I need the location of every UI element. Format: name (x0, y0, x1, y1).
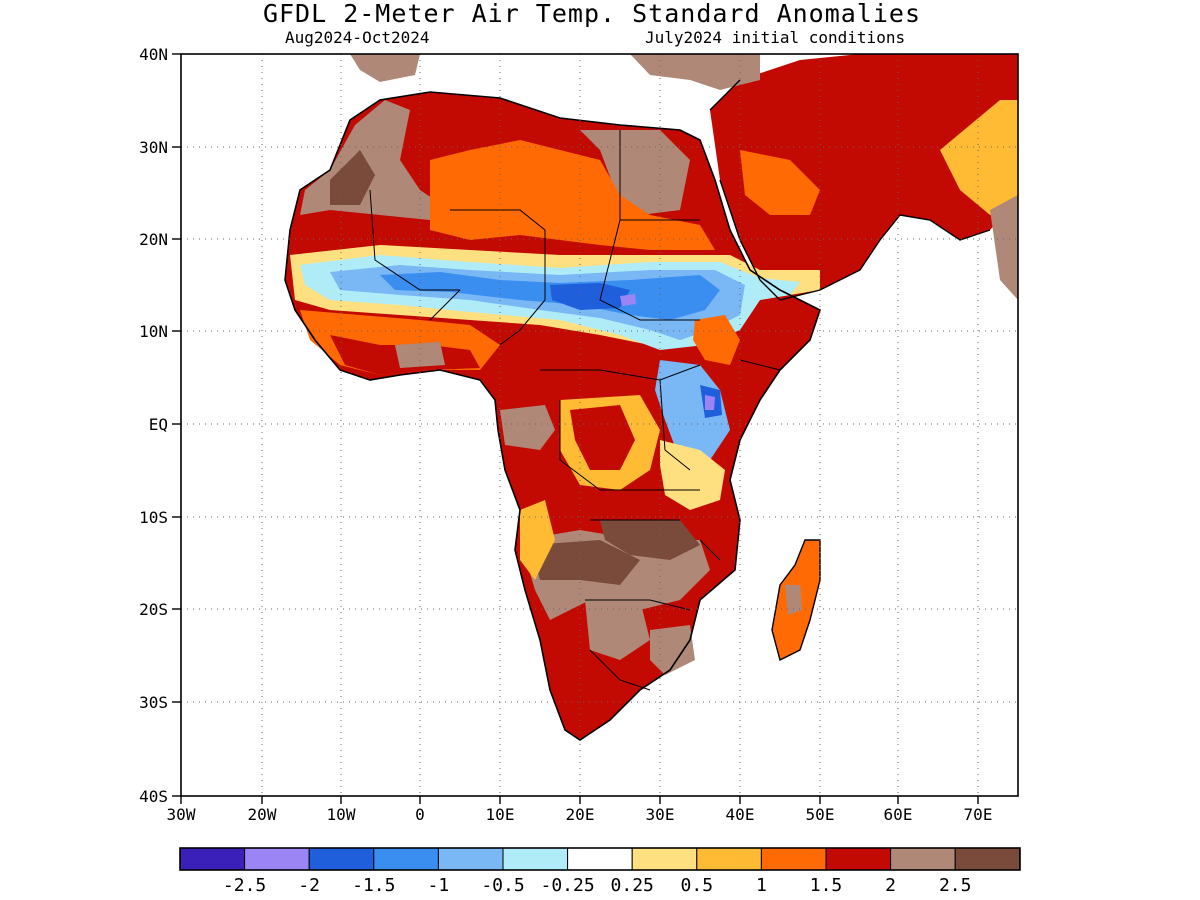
lon-label-30e: 30E (646, 805, 675, 824)
lon-label-60e: 60E (884, 805, 913, 824)
lat-label-20s: 20S (139, 600, 168, 619)
colorbar-swatch-8 (696, 847, 762, 871)
colorbar-label-5: -0.25 (541, 875, 595, 896)
forecast-period: Aug2024-Oct2024 (285, 28, 430, 47)
colorbar (179, 847, 1021, 871)
botswana-brown (585, 600, 650, 660)
congo-red-core (570, 405, 635, 470)
ethiopia-warm-patch (693, 315, 740, 365)
colorbar-swatch-11 (890, 847, 956, 871)
colorbar-label-9: 1.5 (810, 875, 843, 896)
sudan-deep-blue (550, 283, 630, 310)
colorbar-label-3: -1 (428, 875, 450, 896)
lon-label-10e: 10E (486, 805, 515, 824)
initial-conditions-label: July2024 initial conditions (645, 28, 906, 47)
madagascar-brown (785, 585, 802, 615)
madagascar-coastline (771, 539, 821, 662)
lat-label-eq: EQ (149, 415, 168, 434)
lat-ticks (172, 53, 181, 797)
map-title: GFDL 2-Meter Air Temp. Standard Anomalie… (262, 0, 922, 28)
colorbar-frame (179, 847, 1021, 871)
congo-brown-patch (500, 405, 555, 450)
india-edge (940, 100, 1018, 220)
lat-labels: 40N 30N 20N 10N EQ 10S 20S 30S 40S (139, 45, 168, 806)
lake-victoria-purple (705, 395, 715, 410)
east-africa-light (660, 440, 725, 510)
angola-coast-orange (520, 500, 555, 580)
lat-label-20n: 20N (139, 230, 168, 249)
india-brown (990, 195, 1018, 300)
libya-egypt-patch (580, 130, 690, 215)
colorbar-label-2: -1.5 (352, 875, 395, 896)
lon-label-70e: 70E (964, 805, 993, 824)
colorbar-swatch-0 (179, 847, 246, 871)
lat-label-40n: 40N (139, 45, 168, 64)
map-grid (181, 54, 1018, 796)
colorbar-label-4: -0.5 (481, 875, 524, 896)
lon-label-20e: 20E (566, 805, 595, 824)
east-africa-cool (655, 360, 730, 460)
sudan-purple-spot (620, 294, 636, 306)
lat-label-10n: 10N (139, 322, 168, 341)
map-frame (180, 53, 1019, 797)
colorbar-swatch-1 (244, 847, 310, 871)
colorbar-label-10: 2 (885, 875, 896, 896)
lat-label-30s: 30S (139, 693, 168, 712)
lon-label-20w: 20W (248, 805, 277, 824)
zambia-dark-brown (600, 520, 700, 560)
arabia-coastline (709, 79, 991, 301)
lon-label-10w: 10W (327, 805, 356, 824)
angola-dark-brown (530, 540, 640, 585)
colorbar-swatch-12 (954, 847, 1021, 871)
colorbar-swatch-4 (437, 847, 504, 871)
lat-label-30n: 30N (139, 138, 168, 157)
colorbar-swatch-7 (631, 847, 698, 871)
anatolia-fringe (630, 54, 760, 90)
europe-fringe (350, 54, 420, 82)
colorbar-swatch-10 (825, 847, 892, 871)
sahara-west-dark-patch (330, 150, 375, 205)
colorbar-swatch-2 (308, 847, 375, 871)
country-borders (369, 130, 781, 691)
colorbar-labels: -2.5 -2 -1.5 -1 -0.5 -0.25 0.25 0.5 1 1.… (223, 875, 972, 896)
lon-label-0: 0 (415, 805, 425, 824)
mozambique-brown (650, 625, 695, 675)
lon-label-40e: 40E (726, 805, 755, 824)
lat-label-10s: 10S (139, 508, 168, 527)
colorbar-label-1: -2 (298, 875, 320, 896)
coastline (284, 91, 821, 741)
colorbar-label-6: 0.25 (611, 875, 654, 896)
colorbar-swatch-5 (502, 847, 569, 871)
lon-labels: 30W 20W 10W 0 10E 20E 30E 40E 50E 60E 70… (167, 805, 993, 824)
lon-label-30w: 30W (167, 805, 196, 824)
colorbar-label-11: 2.5 (939, 875, 972, 896)
colorbar-label-0: -2.5 (223, 875, 266, 896)
colorbar-swatch-6 (567, 847, 633, 871)
lon-ticks (180, 796, 979, 804)
lat-label-40s: 40S (139, 787, 168, 806)
colorbar-label-8: 1 (756, 875, 767, 896)
arabia-orange-patch (740, 150, 820, 215)
sahel-core-band (380, 272, 720, 320)
colorbar-swatch-9 (760, 847, 827, 871)
colorbar-swatch-3 (373, 847, 439, 871)
colorbar-label-7: 0.5 (681, 875, 714, 896)
sahara-orange-band (430, 140, 715, 250)
lon-label-50e: 50E (806, 805, 835, 824)
